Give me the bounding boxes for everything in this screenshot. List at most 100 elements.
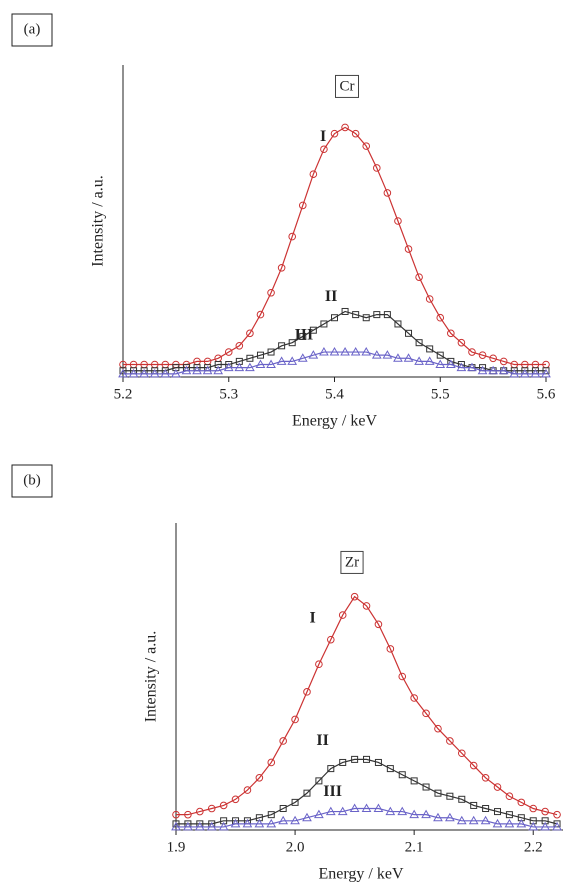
marker [421,809,431,819]
marker [150,360,159,369]
marker [373,803,384,813]
marker [350,347,361,356]
marker [445,812,455,822]
series-line [123,351,546,375]
series-line [176,595,558,816]
panel-label-box [11,13,53,47]
marker [414,356,424,365]
panel-label: (b) [23,472,41,488]
y-axis-label: Intensity / a.u. [90,175,107,267]
marker [172,810,180,819]
series-name: I [309,609,315,626]
marker [415,339,423,347]
marker [219,801,228,810]
marker [349,803,360,813]
marker [254,818,265,828]
marker [160,368,171,378]
marker [218,821,229,831]
marker [242,818,253,828]
marker [480,815,491,825]
marker [129,360,138,369]
marker [290,815,300,825]
marker [361,803,372,813]
marker [504,818,515,828]
marker [405,329,413,337]
marker [374,620,383,629]
marker [493,783,502,791]
marker [246,354,254,362]
marker [531,360,540,369]
marker [362,142,371,150]
marker [193,357,201,366]
marker [456,362,467,372]
marker [278,342,286,350]
marker [161,360,170,369]
marker [255,774,264,782]
marker [374,758,382,766]
marker [436,351,444,359]
marker [206,821,217,831]
marker [383,189,392,197]
marker [338,611,347,619]
marker [457,338,466,347]
marker [521,360,529,369]
marker [542,360,550,369]
marker [553,810,561,819]
marker [214,354,222,363]
series-name: III [323,783,342,800]
marker [482,805,490,813]
series [172,755,561,828]
marker [299,332,307,340]
marker [386,645,395,653]
marker [291,798,299,806]
marker [383,311,391,319]
marker [339,758,347,766]
marker [422,783,430,791]
x-tick-label: 5.4 [325,386,344,402]
panel-label: (a) [24,21,41,37]
marker [422,709,430,718]
marker [410,694,418,702]
marker [361,347,372,356]
marker [341,307,349,315]
marker [530,368,541,378]
marker [397,806,408,816]
marker [456,815,467,825]
marker [517,798,526,807]
marker [446,792,454,800]
marker [303,789,311,797]
marker [320,145,328,154]
marker [398,771,406,779]
marker [119,360,127,369]
marker [314,809,324,819]
marker [302,812,312,822]
marker [287,356,298,365]
marker [319,347,329,356]
marker [477,365,488,375]
marker [541,368,551,378]
marker [327,635,335,644]
marker [382,350,393,359]
marker [149,368,160,378]
marker [362,602,371,610]
marker [435,359,446,369]
series-line [123,126,546,366]
marker [436,313,445,322]
element-label: Zr [345,554,359,570]
y-axis-label: Intensity / a.u. [143,631,160,723]
marker [469,761,478,770]
marker [246,329,254,338]
marker [171,368,181,378]
marker [309,170,318,178]
marker [425,295,434,303]
x-tick-label: 5.3 [219,386,238,402]
marker [277,264,286,272]
marker [505,811,513,819]
marker [340,347,350,356]
series-name: I [320,128,326,145]
marker [192,365,202,375]
marker [398,672,407,681]
marker [341,123,349,132]
marker [540,821,550,831]
marker [330,129,339,138]
